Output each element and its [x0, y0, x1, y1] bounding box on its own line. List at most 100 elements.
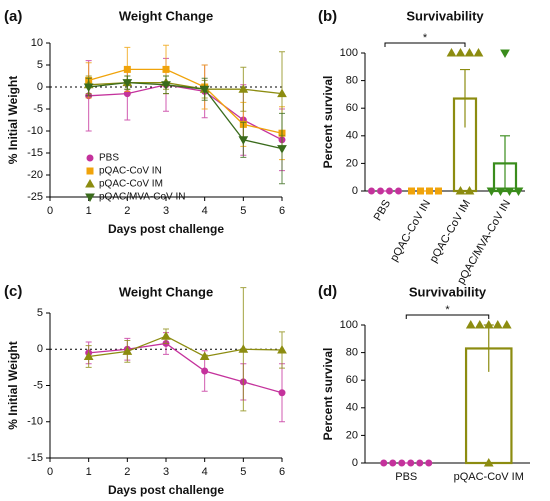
- y-tick-label: -15: [27, 147, 43, 159]
- y-tick-label: 60: [346, 374, 358, 386]
- x-axis-label: Days post challenge: [108, 483, 224, 497]
- x-tick-label: 2: [124, 205, 130, 217]
- error-bar: [500, 135, 510, 191]
- x-tick-label: PBS: [395, 471, 417, 483]
- y-tick-label: 100: [340, 319, 358, 331]
- marker: [455, 47, 466, 57]
- marker: [398, 459, 406, 467]
- x-tick-label: pQAC-CoV IM: [428, 198, 474, 265]
- marker: [122, 346, 133, 355]
- marker: [161, 81, 171, 90]
- marker: [486, 187, 497, 197]
- y-tick-label: 5: [37, 59, 43, 71]
- marker: [500, 49, 510, 59]
- marker: [199, 351, 210, 360]
- legend-label: pQAC-CoV IM: [99, 179, 163, 190]
- y-tick-label: -10: [27, 416, 43, 428]
- y-tick-label: 0: [37, 343, 43, 355]
- legend-label: pQAC-CoV IN: [99, 166, 162, 177]
- x-tick-label: 3: [163, 205, 169, 217]
- marker: [426, 187, 433, 195]
- marker: [504, 187, 515, 197]
- marker: [408, 187, 415, 195]
- y-tick-label: 100: [340, 47, 358, 59]
- x-tick-label: 1: [86, 205, 92, 217]
- x-axis-label: Days post challenge: [108, 222, 224, 236]
- y-axis-label: % Initial Weight: [6, 341, 20, 429]
- x-tick-label: 4: [202, 205, 208, 217]
- series-line: [88, 335, 283, 358]
- y-tick-label: -5: [33, 379, 43, 391]
- marker: [201, 367, 209, 375]
- x-tick-label: 5: [240, 205, 246, 217]
- y-tick-label: 20: [346, 157, 358, 169]
- legend-label: pQAC/MVA-CoV IN: [99, 192, 186, 203]
- marker: [435, 187, 442, 195]
- y-tick-label: 80: [346, 75, 358, 87]
- marker: [122, 79, 133, 88]
- x-tick-label: 1: [86, 466, 92, 478]
- marker: [483, 319, 494, 329]
- x-tick-label: pQAC-CoV IN: [388, 198, 433, 264]
- marker: [83, 351, 94, 360]
- y-tick-label: 40: [346, 402, 358, 414]
- legend-marker: [85, 178, 95, 188]
- marker: [277, 88, 287, 98]
- y-axis-label: % Initial Weight: [6, 76, 20, 164]
- x-tick-label: 6: [279, 466, 285, 478]
- marker: [501, 319, 512, 329]
- y-axis-label: Percent survival: [321, 348, 335, 441]
- marker: [474, 319, 485, 329]
- marker: [238, 136, 249, 145]
- marker: [277, 344, 287, 354]
- marker: [455, 185, 466, 195]
- y-tick-label: 0: [352, 185, 358, 197]
- marker: [483, 457, 494, 467]
- y-tick-label: -15: [27, 452, 43, 464]
- marker: [417, 187, 424, 195]
- significance-label: *: [423, 32, 428, 44]
- series-line: [88, 84, 283, 141]
- x-tick-label: PBS: [372, 198, 393, 223]
- significance-label: *: [445, 304, 450, 316]
- marker: [278, 389, 286, 397]
- legend-marker: [86, 154, 94, 162]
- y-tick-label: 0: [352, 457, 358, 469]
- legend-label: PBS: [99, 153, 119, 164]
- x-tick-label: 3: [163, 466, 169, 478]
- y-tick-label: -20: [27, 169, 43, 181]
- y-tick-label: -10: [27, 125, 43, 137]
- y-tick-label: 5: [37, 307, 43, 319]
- panel-label: (c): [4, 283, 22, 300]
- marker: [446, 47, 457, 57]
- marker: [473, 47, 484, 57]
- marker: [464, 47, 475, 57]
- series-line: [88, 342, 283, 394]
- marker: [495, 187, 506, 197]
- y-tick-label: -25: [27, 191, 43, 203]
- x-tick-label: pQAC-CoV IM: [454, 471, 524, 483]
- y-tick-label: 40: [346, 130, 358, 142]
- marker: [386, 187, 393, 195]
- y-tick-label: 60: [346, 102, 358, 114]
- y-axis-label: Percent survival: [321, 76, 335, 169]
- marker: [238, 84, 249, 93]
- panel-label: (d): [318, 283, 337, 300]
- marker: [513, 187, 524, 197]
- significance-bracket: [384, 42, 466, 47]
- marker: [83, 83, 94, 93]
- marker: [407, 459, 415, 467]
- marker: [395, 187, 402, 195]
- x-tick-label: 0: [47, 205, 53, 217]
- x-tick-label: 2: [124, 466, 130, 478]
- x-tick-label: 5: [240, 466, 246, 478]
- significance-bracket: [405, 314, 490, 319]
- marker: [465, 319, 476, 329]
- x-tick-label: 0: [47, 466, 53, 478]
- marker: [425, 459, 433, 467]
- marker: [377, 187, 384, 195]
- y-tick-label: 10: [31, 37, 43, 49]
- legend-marker: [86, 167, 94, 175]
- y-tick-label: 80: [346, 347, 358, 359]
